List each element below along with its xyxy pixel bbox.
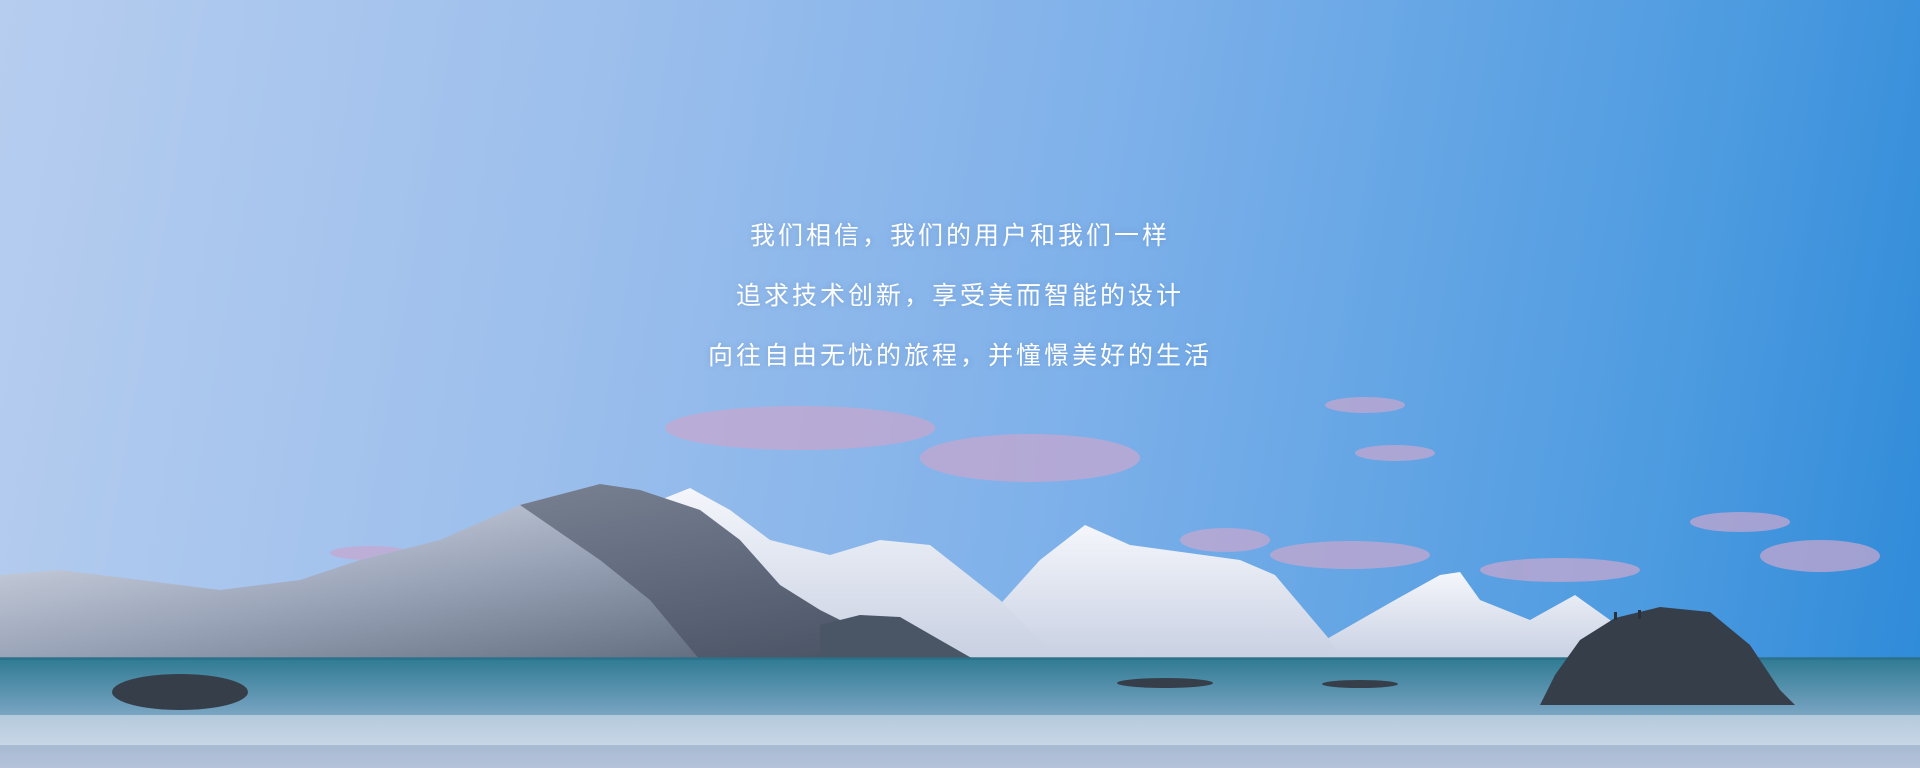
- cloud: [1690, 512, 1790, 532]
- slogan-line-3: 向往自由无忧的旅程，并憧憬美好的生活: [707, 341, 1212, 370]
- horizon-line: [0, 657, 1920, 660]
- rocks: [112, 607, 1795, 710]
- cloud: [1355, 445, 1435, 461]
- slogan-line-2: 追求技术创新，享受美而智能的设计: [735, 281, 1184, 310]
- cloud: [1270, 541, 1430, 569]
- cloud: [1325, 397, 1405, 413]
- wet-sand: [0, 745, 1920, 768]
- cloud: [920, 434, 1140, 482]
- slogan-line-1: 我们相信，我们的用户和我们一样: [749, 221, 1170, 250]
- clouds: [330, 397, 1880, 582]
- mountain-far-right: [1290, 572, 1640, 660]
- mountains: [0, 484, 1640, 660]
- cloud: [1760, 540, 1880, 572]
- slogan: 我们相信，我们的用户和我们一样 追求技术创新，享受美而智能的设计 向往自由无忧的…: [0, 206, 1920, 386]
- cloud: [1180, 528, 1270, 552]
- birds: [1614, 610, 1641, 620]
- mountain-shadow-ridge: [520, 484, 960, 660]
- cloud: [665, 406, 935, 450]
- bird: [1638, 610, 1641, 619]
- rock-small: [1322, 680, 1398, 688]
- bird: [1614, 612, 1617, 620]
- rock-left: [112, 674, 248, 710]
- cloud: [1480, 558, 1640, 582]
- rock-small: [1117, 678, 1213, 688]
- mountain-middle-right: [950, 525, 1340, 660]
- rock-large-right: [1540, 607, 1795, 705]
- mountain-foothill: [820, 615, 975, 660]
- foam-band: [0, 715, 1920, 745]
